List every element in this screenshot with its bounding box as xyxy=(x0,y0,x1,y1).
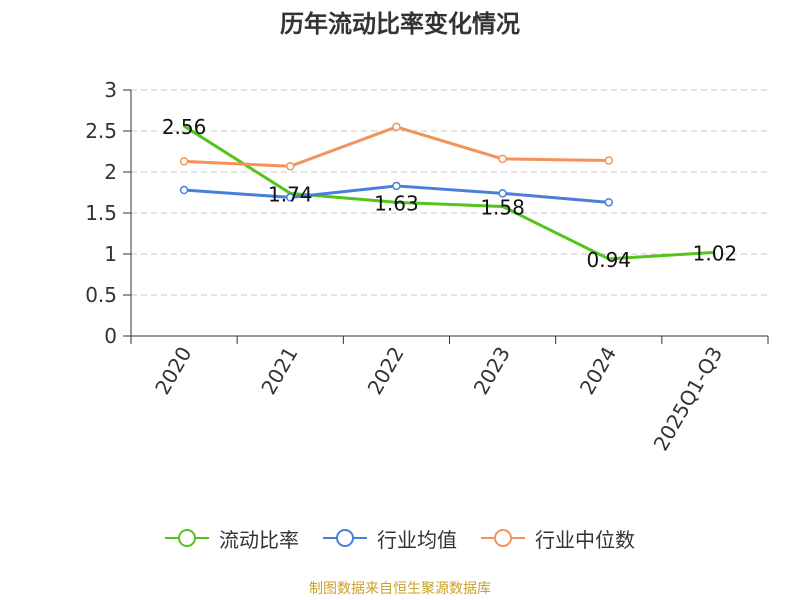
chart-title: 历年流动比率变化情况 xyxy=(280,10,520,38)
data-point xyxy=(604,156,613,165)
x-tick-label: 2021 xyxy=(256,343,302,399)
series-line xyxy=(183,124,716,261)
data-labels: 2.56 1.74 1.63 1.58 0.94 1.02 xyxy=(162,115,737,272)
legend-label: 行业中位数 xyxy=(535,527,635,552)
y-tick-label: 2 xyxy=(104,160,117,184)
x-tick-label: 2020 xyxy=(150,343,196,399)
y-tick-label: 1 xyxy=(104,242,117,266)
data-point xyxy=(498,154,507,164)
legend-swatch xyxy=(323,529,367,547)
legend-item[interactable]: 流动比率 xyxy=(165,524,299,553)
legend: 流动比率 行业均值 行业中位数 xyxy=(0,518,800,558)
data-point xyxy=(392,181,401,191)
data-point xyxy=(392,122,401,132)
data-label: 1.63 xyxy=(374,191,419,215)
legend-item[interactable]: 行业中位数 xyxy=(481,524,635,553)
data-label: 2.56 xyxy=(162,115,207,139)
data-label: 1.74 xyxy=(268,182,313,206)
data-point xyxy=(286,162,295,171)
y-tick-label: 2.5 xyxy=(85,119,117,143)
data-label: 1.02 xyxy=(693,241,738,265)
data-point xyxy=(179,157,189,166)
legend-label: 行业均值 xyxy=(377,527,457,552)
y-tick-label: 3 xyxy=(104,78,117,102)
y-tick-label: 0 xyxy=(104,324,117,348)
x-tick-label: 2023 xyxy=(469,343,515,399)
legend-swatch xyxy=(165,529,209,547)
x-tick-label: 2025Q1-Q3 xyxy=(649,343,728,455)
data-point xyxy=(179,185,189,195)
axes: 0 0.5 1 1.5 2 2.5 3 2020 2021 2022 2023 2024 2025Q1-… xyxy=(85,78,769,455)
series-lines xyxy=(179,122,716,261)
data-point xyxy=(604,198,613,207)
series-line xyxy=(184,125,609,168)
source-note: 制图数据来自恒生聚源数据库 xyxy=(309,581,491,597)
data-label: 1.58 xyxy=(480,195,525,219)
x-tick-label: 2022 xyxy=(363,343,409,399)
data-point xyxy=(286,193,295,202)
x-tick-label: 2024 xyxy=(575,343,621,399)
y-tick-label: 1.5 xyxy=(85,201,117,225)
legend-item[interactable]: 行业均值 xyxy=(323,524,457,553)
legend-label: 流动比率 xyxy=(219,527,299,552)
y-tick-label: 0.5 xyxy=(85,283,117,307)
grid-lines xyxy=(131,89,768,296)
data-point xyxy=(498,189,507,198)
data-label: 0.94 xyxy=(586,248,631,272)
legend-swatch xyxy=(481,529,525,547)
